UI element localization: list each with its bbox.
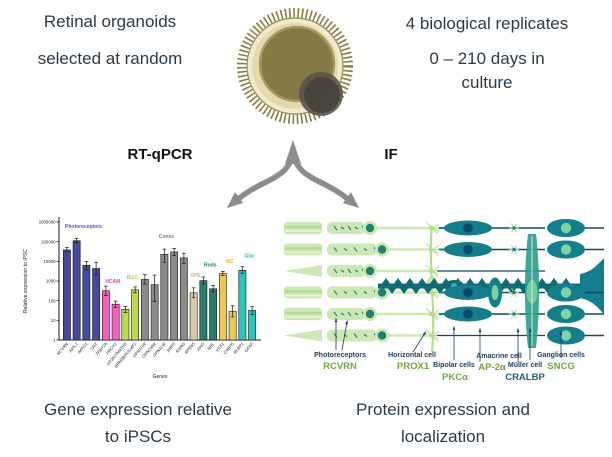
svg-text:RHO: RHO bbox=[196, 341, 206, 352]
qpcr-bar-chart: 1 10 100 1000 10000 100000 1000000 RCVRN AIPL1 IM… bbox=[14, 206, 270, 394]
svg-text:Photoreceptors: Photoreceptors bbox=[65, 224, 102, 230]
svg-text:VSX1: VSX1 bbox=[214, 341, 225, 352]
svg-text:1000: 1000 bbox=[46, 279, 56, 284]
retina-schematic: Photoreceptors RCVRN Horizontal cell PRO… bbox=[282, 212, 604, 392]
organoid-icon bbox=[237, 8, 353, 124]
ap2a-marker-label: AP-2α bbox=[478, 362, 506, 373]
pkca-marker-label: PKCα bbox=[442, 372, 468, 383]
intro-right-line3: culture bbox=[461, 72, 513, 92]
svg-text:IMPG1: IMPG1 bbox=[76, 341, 88, 354]
svg-text:NRL: NRL bbox=[206, 341, 216, 351]
svg-text:RPE: RPE bbox=[190, 273, 201, 279]
svg-text:Relative expression to iPSC: Relative expression to iPSC bbox=[23, 249, 29, 314]
caption-left-line1: Gene expression relative bbox=[43, 400, 233, 419]
svg-text:RGC: RGC bbox=[127, 275, 139, 281]
svg-text:10000: 10000 bbox=[44, 259, 57, 264]
branch-arrows bbox=[213, 138, 365, 216]
split-arrow-icon bbox=[227, 140, 359, 208]
svg-text:1: 1 bbox=[53, 338, 56, 343]
svg-text:BC: BC bbox=[226, 259, 234, 265]
svg-text:100000: 100000 bbox=[41, 239, 56, 244]
intro-right-text: 4 biological replicates 0 – 210 days in … bbox=[372, 14, 602, 95]
intro-right-line1: 4 biological replicates bbox=[405, 14, 569, 33]
intro-right-line2: 0 – 210 days in bbox=[429, 49, 545, 68]
rtqpcr-branch-label: RT-qPCR bbox=[127, 146, 193, 163]
retina-diagram-canvas bbox=[284, 219, 604, 362]
svg-text:Genes: Genes bbox=[153, 374, 168, 380]
svg-text:CRX: CRX bbox=[89, 341, 99, 351]
horizontal-cell-label: Horizontal cell bbox=[388, 352, 436, 359]
svg-text:RLBP1: RLBP1 bbox=[232, 341, 244, 354]
rcvrn-marker-label: RCVRN bbox=[323, 361, 357, 372]
if-branch-label: IF bbox=[384, 146, 398, 163]
caption-right-line2: localization bbox=[400, 427, 486, 447]
intro-left-line1: Retinal organoids bbox=[43, 12, 177, 31]
retinal-organoid-illustration bbox=[228, 2, 363, 137]
svg-text:10: 10 bbox=[51, 318, 56, 323]
caption-left-line2: to iPSCs bbox=[104, 427, 172, 447]
svg-text:HCAM: HCAM bbox=[105, 279, 120, 285]
ganglion-cells-label: Ganglion cells bbox=[537, 352, 585, 359]
intro-left-line2: selected at random bbox=[37, 49, 183, 68]
svg-text:RPE65: RPE65 bbox=[184, 341, 197, 355]
svg-text:1000000: 1000000 bbox=[39, 220, 56, 225]
caption-protein-expression: Protein expression and localization bbox=[314, 396, 572, 450]
sncg-marker-label: SNCG bbox=[547, 361, 575, 372]
photoreceptors-label: Photoreceptors bbox=[314, 352, 366, 359]
svg-text:GFAP: GFAP bbox=[243, 341, 254, 353]
svg-text:Rods: Rods bbox=[204, 262, 217, 268]
caption-right-line1: Protein expression and bbox=[356, 400, 530, 419]
muller-cell-label: Müller cell bbox=[507, 362, 543, 369]
intro-left-text: Retinal organoids selected at random bbox=[8, 12, 212, 69]
cralbp-marker-label: CRALBP bbox=[505, 372, 545, 383]
amacrine-cell-label: Amacrine cell bbox=[476, 353, 522, 360]
caption-gene-expression: Gene expression relative to iPSCs bbox=[12, 396, 264, 450]
svg-text:Glia: Glia bbox=[245, 253, 255, 259]
svg-text:RCVRN: RCVRN bbox=[56, 341, 70, 356]
svg-text:AIPL1: AIPL1 bbox=[67, 341, 79, 354]
prox1-marker-label: PROX1 bbox=[396, 361, 430, 372]
svg-text:100: 100 bbox=[48, 298, 56, 303]
bar-chart-canvas: 1 10 100 1000 10000 100000 1000000 RCVRNAIPL1IM… bbox=[23, 217, 261, 380]
svg-text:Cones: Cones bbox=[159, 234, 175, 240]
bipolar-cells-label: Bipolar cells bbox=[433, 362, 475, 369]
